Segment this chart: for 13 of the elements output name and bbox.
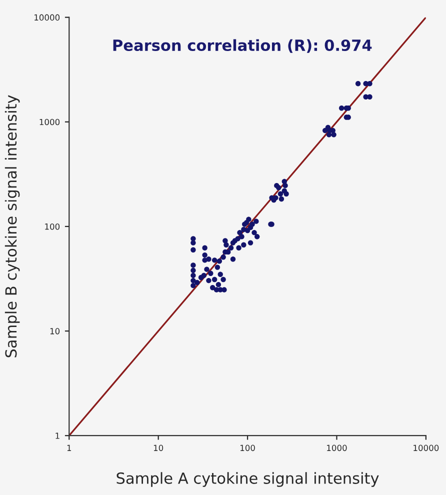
x-tick-label: 1000 [327, 444, 347, 452]
x-tick-label: 10 [154, 444, 164, 452]
y-tick-label: 10 [50, 328, 60, 334]
y-axis-title: Sample B cytokine signal intensity [4, 95, 20, 358]
annotation: Pearson correlation (R): 0.974 [113, 39, 372, 53]
x-tick-label: 10000 [414, 444, 439, 452]
x-tick-label: 1 [67, 444, 72, 451]
x-axis-title: Sample A cytokine signal intensity [116, 472, 379, 487]
y-tick-label: 10000 [34, 14, 60, 21]
y-tick-label: 1000 [40, 118, 60, 126]
y-tick-label: 1 [56, 432, 60, 439]
y-tick-label: 100 [45, 223, 60, 230]
x-tick-label: 100 [240, 444, 255, 452]
